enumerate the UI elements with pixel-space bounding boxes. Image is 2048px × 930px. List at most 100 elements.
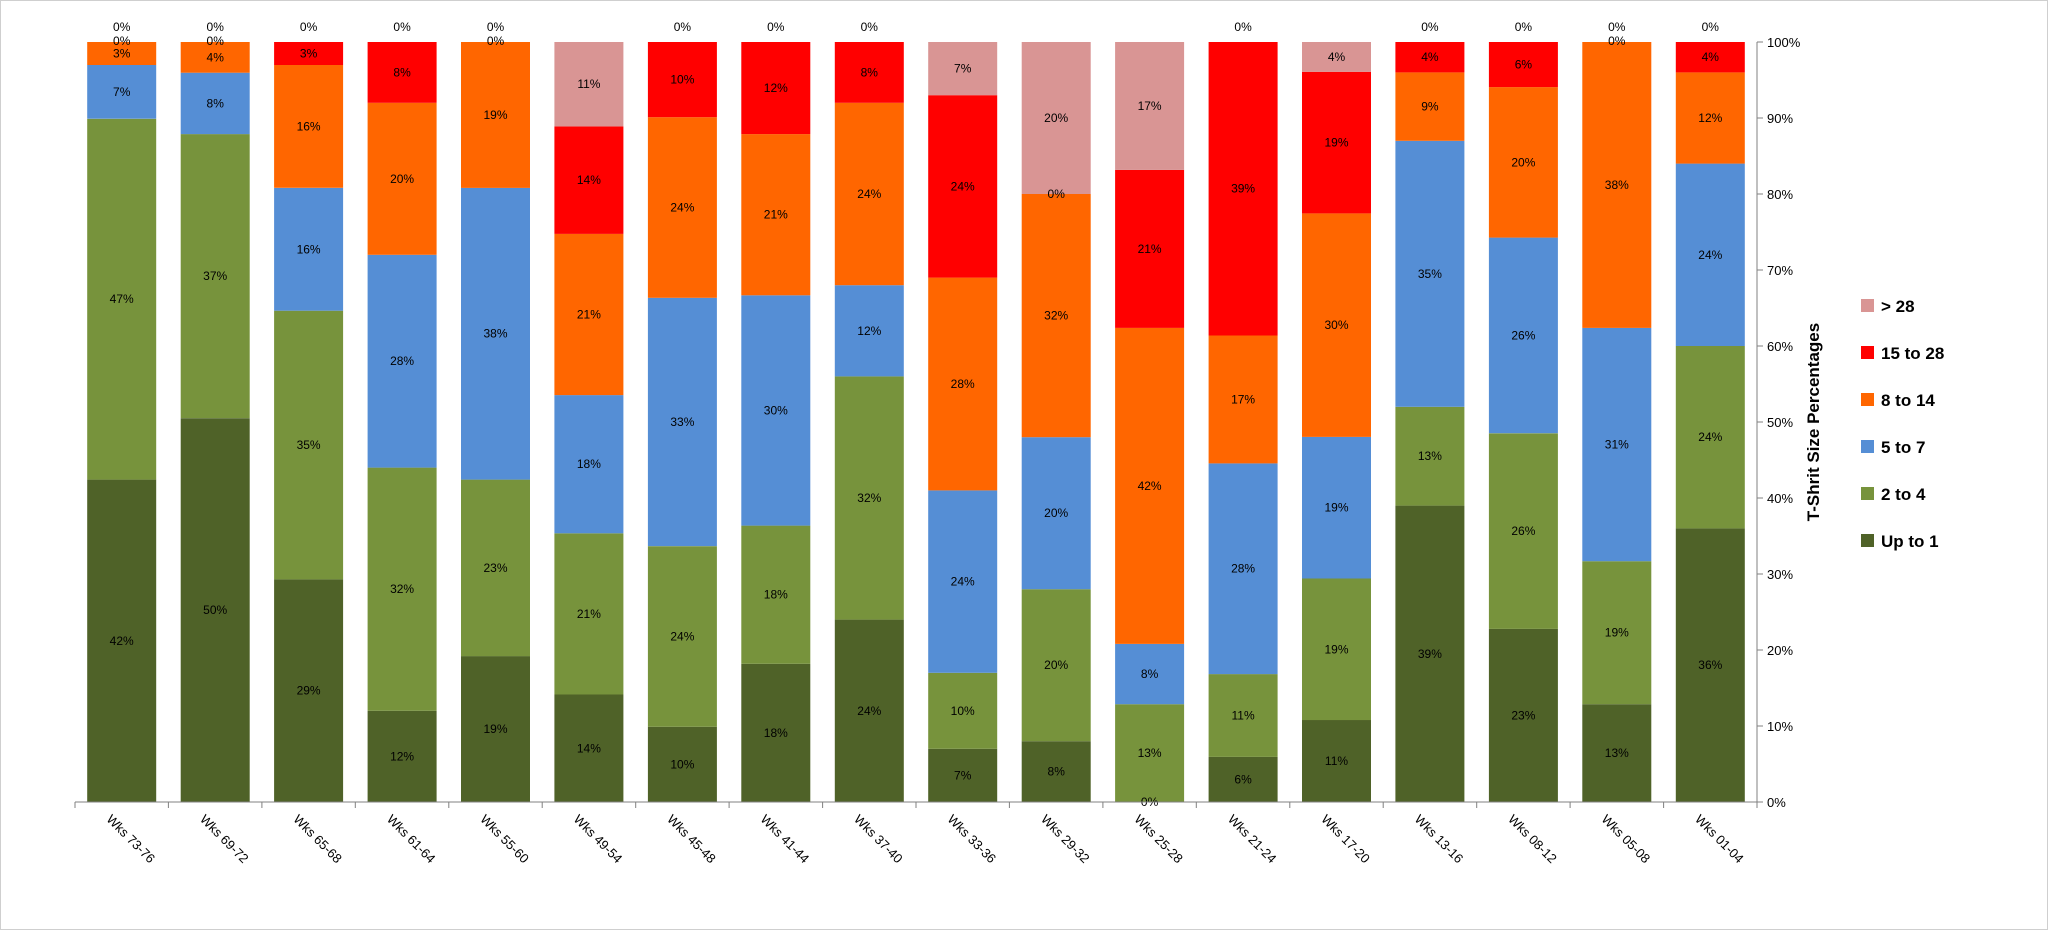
data-label-28-wks-08-12: 0% xyxy=(1515,20,1533,34)
data-label-5-to-7-wks-49-54: 18% xyxy=(577,457,601,471)
bar-segment-15-to-28-wks-61-64 xyxy=(367,42,437,103)
legend-item-8-to-14: 8 to 14 xyxy=(1861,391,1935,410)
data-label-15-to-28-wks-13-16: 4% xyxy=(1421,50,1439,64)
data-label-15-to-28-wks-55-60: 0% xyxy=(487,34,505,48)
segment-labels-group: 42%47%7%3%0%0%50%37%8%4%0%0%29%35%16%16%… xyxy=(110,20,1723,809)
data-label-28-wks-69-72: 0% xyxy=(207,20,225,34)
data-label-15-to-28-wks-49-54: 14% xyxy=(577,173,601,187)
category-label-wks-73-76: Wks 73-76 xyxy=(104,812,159,867)
bar-segment-8-to-14-wks-08-12 xyxy=(1488,87,1558,238)
data-label-5-to-7-wks-17-20: 19% xyxy=(1324,501,1348,515)
bar-segment-8-to-14-wks-37-40 xyxy=(834,102,904,286)
bar-segment-15-to-28-wks-01-04 xyxy=(1675,42,1745,73)
bar-segment-up-to-1-wks-13-16 xyxy=(1395,505,1465,802)
data-label-up-to-1-wks-01-04: 36% xyxy=(1698,658,1722,672)
bar-segment-5-to-7-wks-69-72 xyxy=(180,72,250,135)
bar-segment-8-to-14-wks-55-60 xyxy=(461,42,530,188)
bar-segment-5-to-7-wks-13-16 xyxy=(1395,140,1465,407)
y-tick-label: 100% xyxy=(1767,35,1801,50)
data-label-5-to-7-wks-05-08: 31% xyxy=(1605,438,1629,452)
data-label-5-to-7-wks-41-44: 30% xyxy=(764,404,788,418)
data-label-8-to-14-wks-21-24: 17% xyxy=(1231,392,1255,406)
data-label-8-to-14-wks-13-16: 9% xyxy=(1421,100,1439,114)
data-label-up-to-1-wks-61-64: 12% xyxy=(390,749,414,763)
bar-segment-up-to-1-wks-05-08 xyxy=(1582,704,1652,802)
data-label-2-to-4-wks-37-40: 32% xyxy=(857,491,881,505)
data-label-5-to-7-wks-73-76: 7% xyxy=(113,85,131,99)
data-label-28-wks-45-48: 0% xyxy=(674,20,692,34)
category-label-wks-13-16: Wks 13-16 xyxy=(1412,812,1467,867)
category-label-wks-69-72: Wks 69-72 xyxy=(197,812,252,867)
legend-label-8-to-14: 8 to 14 xyxy=(1881,391,1935,410)
data-label-up-to-1-wks-37-40: 24% xyxy=(857,704,881,718)
bar-segment-2-to-4-wks-45-48 xyxy=(647,546,717,727)
data-label-8-to-14-wks-05-08: 38% xyxy=(1605,178,1629,192)
bar-segment-8-to-14-wks-45-48 xyxy=(647,117,717,298)
data-label-28-wks-21-24: 0% xyxy=(1234,20,1252,34)
data-label-2-to-4-wks-21-24: 11% xyxy=(1232,709,1255,723)
bar-segment-up-to-1-wks-33-36 xyxy=(928,748,998,802)
legend-swatch-8-to-14 xyxy=(1861,393,1874,406)
data-label-5-to-7-wks-29-32: 20% xyxy=(1044,506,1068,520)
y-tick-label: 20% xyxy=(1767,643,1793,658)
bar-segment-up-to-1-wks-55-60 xyxy=(461,656,530,802)
data-label-up-to-1-wks-45-48: 10% xyxy=(670,757,694,771)
legend: > 28 15 to 28 8 to 14 5 to 7 2 to 4 Up to 1 xyxy=(1861,297,1944,551)
bar-segment-5-to-7-wks-05-08 xyxy=(1582,327,1652,562)
data-label-up-to-1-wks-55-60: 19% xyxy=(483,722,507,736)
data-label-2-to-4-wks-65-68: 35% xyxy=(297,438,321,452)
data-label-2-to-4-wks-61-64: 32% xyxy=(390,582,414,596)
bar-segment-5-to-7-wks-49-54 xyxy=(554,395,624,534)
data-label-28-wks-05-08: 0% xyxy=(1608,20,1626,34)
data-label-up-to-1-wks-69-72: 50% xyxy=(203,603,227,617)
data-label-2-to-4-wks-41-44: 18% xyxy=(764,588,788,602)
data-label-15-to-28-wks-05-08: 0% xyxy=(1608,34,1626,48)
y-axis-title: T-Shrit Size Percentages xyxy=(1804,323,1823,521)
bar-segment-up-to-1-wks-29-32 xyxy=(1021,741,1091,802)
category-label-wks-65-68: Wks 65-68 xyxy=(290,812,345,867)
legend-label-15-to-28: 15 to 28 xyxy=(1881,344,1944,363)
bar-segment-8-to-14-wks-17-20 xyxy=(1302,213,1371,437)
bar-segment-up-to-1-wks-08-12 xyxy=(1488,628,1558,802)
data-label-2-to-4-wks-08-12: 26% xyxy=(1511,524,1535,538)
data-label-2-to-4-wks-05-08: 19% xyxy=(1605,626,1629,640)
data-label-2-to-4-wks-45-48: 24% xyxy=(670,630,694,644)
bar-segment-5-to-7-wks-65-68 xyxy=(274,187,344,311)
bar-segment-5-to-7-wks-73-76 xyxy=(87,65,157,119)
data-label-up-to-1-wks-41-44: 18% xyxy=(764,726,788,740)
data-label-15-to-28-wks-08-12: 6% xyxy=(1515,58,1533,72)
data-label-up-to-1-wks-33-36: 7% xyxy=(954,768,972,782)
data-label-28-wks-01-04: 0% xyxy=(1702,20,1720,34)
data-label-15-to-28-wks-65-68: 3% xyxy=(300,47,318,61)
category-label-wks-37-40: Wks 37-40 xyxy=(851,812,906,867)
category-label-wks-05-08: Wks 05-08 xyxy=(1599,812,1654,867)
data-label-5-to-7-wks-13-16: 35% xyxy=(1418,267,1442,281)
bar-segment-8-to-14-wks-73-76 xyxy=(87,42,157,65)
bar-segment-2-to-4-wks-73-76 xyxy=(87,118,157,480)
data-label-up-to-1-wks-21-24: 6% xyxy=(1234,772,1252,786)
data-label-up-to-1-wks-17-20: 11% xyxy=(1325,754,1348,768)
data-label-up-to-1-wks-73-76: 42% xyxy=(110,634,134,648)
bar-segment-up-to-1-wks-21-24 xyxy=(1208,756,1278,802)
data-label-28-wks-73-76: 0% xyxy=(113,20,131,34)
data-label-15-to-28-wks-73-76: 0% xyxy=(113,34,131,48)
y-tick-label: 40% xyxy=(1767,491,1793,506)
bar-segment-15-to-28-wks-45-48 xyxy=(647,42,717,118)
category-labels-group: Wks 73-76 Wks 69-72 Wks 65-68 Wks 61-64 Wks … xyxy=(104,812,1747,867)
bar-segment-up-to-1-wks-69-72 xyxy=(180,418,250,802)
legend-swatch-5-to-7 xyxy=(1861,440,1874,453)
bar-segment-2-to-4-wks-17-20 xyxy=(1302,578,1371,721)
legend-swatch-28 xyxy=(1861,299,1874,312)
bar-segment-8-to-14-wks-13-16 xyxy=(1395,72,1465,141)
category-label-wks-55-60: Wks 55-60 xyxy=(477,812,532,867)
legend-label-2-to-4: 2 to 4 xyxy=(1881,485,1926,504)
data-label-8-to-14-wks-33-36: 28% xyxy=(951,377,975,391)
bar-segment-2-to-4-wks-01-04 xyxy=(1675,346,1745,529)
data-label-8-to-14-wks-41-44: 21% xyxy=(764,208,788,222)
data-label-28-wks-55-60: 0% xyxy=(487,20,505,34)
bar-segment-2-to-4-wks-49-54 xyxy=(554,533,624,695)
bar-segment-2-to-4-wks-05-08 xyxy=(1582,561,1652,705)
bar-segment-8-to-14-wks-01-04 xyxy=(1675,72,1745,164)
data-label-up-to-1-wks-08-12: 23% xyxy=(1511,709,1535,723)
